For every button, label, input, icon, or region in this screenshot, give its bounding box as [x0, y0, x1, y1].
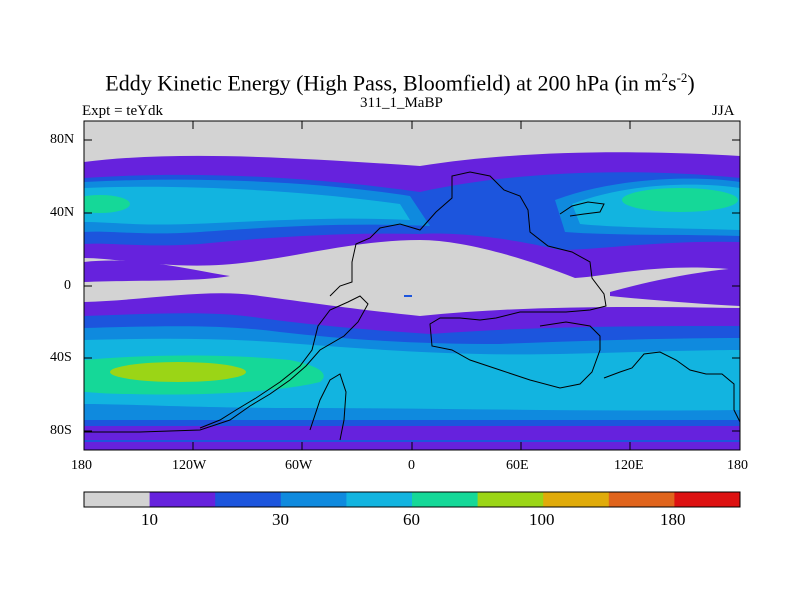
coastline-antarctic-peninsula: [309, 373, 347, 441]
lat-tick-label: 80S: [50, 423, 72, 438]
colorbar-label: 60: [403, 510, 420, 529]
coastline-africa-eurasia: [329, 171, 607, 389]
lon-tick-label: 120E: [614, 458, 644, 473]
sh-core-pacific: [110, 362, 246, 382]
colorbar-swatch: [477, 492, 544, 507]
lat-tick-label: 0: [64, 278, 71, 293]
colorbar-swatch: [412, 492, 479, 507]
colorbar-swatch: [608, 492, 675, 507]
lon-tick-label: 60E: [506, 458, 529, 473]
colorbar-swatch: [149, 492, 216, 507]
coastline-eurasia-coast: [559, 201, 605, 217]
tropical-band-west: [84, 260, 230, 282]
title-text: Eddy Kinetic Energy (High Pass, Bloomfie…: [105, 70, 662, 96]
axis-ticks: [83, 121, 741, 450]
colorbar-swatch: [543, 492, 610, 507]
coastline-australia: [603, 351, 740, 423]
colorbar-swatch: [674, 492, 741, 507]
lat-tick-label: 40S: [50, 350, 72, 365]
tropical-band-east: [610, 268, 740, 306]
colorbar-label: 180: [660, 510, 686, 529]
lat-tick-label: 40N: [50, 205, 75, 220]
colorbar-swatch: [215, 492, 282, 507]
lon-tick-label: 60W: [285, 458, 313, 473]
coastline-south-america: [84, 295, 369, 433]
colorbar-label: 30: [272, 510, 289, 529]
sh-band-45: [84, 338, 740, 411]
colorbar-swatch: [346, 492, 413, 507]
coastlines: [84, 171, 740, 441]
lon-tick-label: 0: [408, 458, 415, 473]
nh-band-45: [84, 186, 410, 225]
colorbar-label: 10: [141, 510, 158, 529]
title-close: ): [687, 70, 695, 96]
experiment-label: Expt = teYdk: [82, 103, 163, 119]
lon-tick-label: 180: [727, 458, 748, 473]
lon-tick-label: 120W: [172, 458, 207, 473]
title-exp-1: 2: [661, 70, 669, 85]
field-layer: [84, 121, 740, 450]
lon-tick-label: 180: [71, 458, 92, 473]
subtitle: 311_1_MaBP: [360, 95, 443, 111]
colorbar-frame: [83, 491, 741, 508]
title-exp-2: -2: [676, 70, 688, 85]
colorbar-label: 100: [529, 510, 555, 529]
nh-core-atlantic: [84, 195, 130, 213]
colorbar: [84, 492, 741, 507]
sh-polar-strip: [84, 426, 740, 440]
map-title: Eddy Kinetic Energy (High Pass, Bloomfie…: [0, 70, 800, 96]
season-label: JJA: [712, 103, 735, 119]
colorbar-swatch: [84, 492, 151, 507]
colorbar-swatch: [280, 492, 347, 507]
title-unit-s: s: [668, 70, 677, 96]
nh-core-pacific: [622, 188, 738, 212]
lat-tick-label: 80N: [50, 132, 75, 147]
